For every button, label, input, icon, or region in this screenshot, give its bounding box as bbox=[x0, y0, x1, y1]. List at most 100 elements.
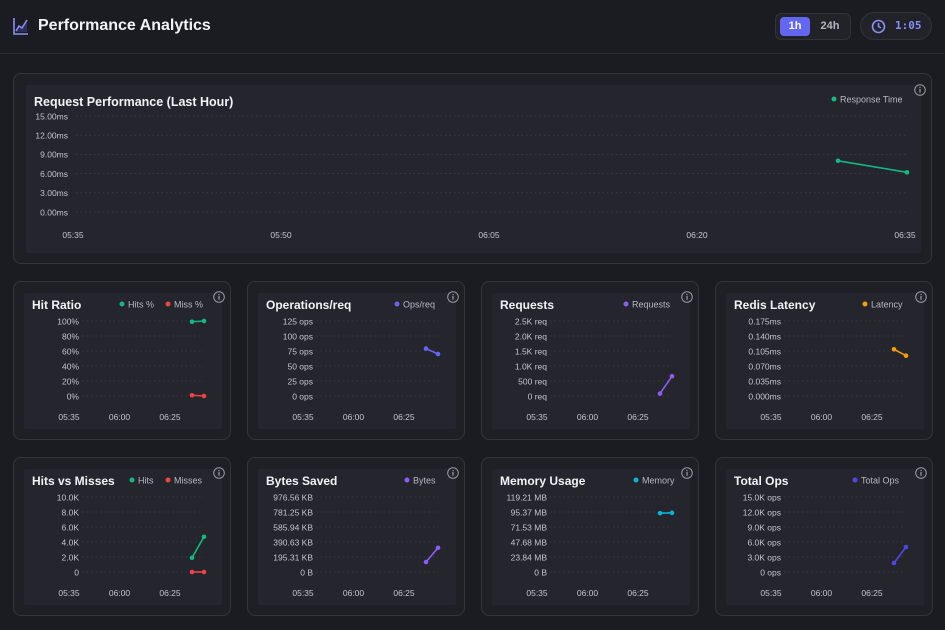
y-tick-label: 25 ops bbox=[287, 376, 313, 386]
y-tick-label: 20% bbox=[62, 376, 79, 386]
x-tick-label: 06:25 bbox=[159, 588, 181, 598]
y-tick-label: 0 B bbox=[534, 567, 547, 577]
info-icon[interactable] bbox=[681, 467, 693, 479]
chart-card-hit-ratio: Hit Ratio Miss % Hits % 100% 80% 60% 40% 20% 0% 0… bbox=[13, 281, 231, 440]
info-icon[interactable] bbox=[447, 291, 459, 303]
legend-dot-requests bbox=[623, 301, 629, 307]
clock-icon bbox=[871, 19, 886, 34]
legend-misses: Misses bbox=[174, 476, 203, 486]
y-tick-label: 781.25 KB bbox=[273, 507, 313, 517]
legend-hits: Hits % bbox=[128, 300, 154, 310]
info-icon[interactable] bbox=[213, 467, 225, 479]
y-tick-label: 6.0K bbox=[62, 522, 80, 532]
chart-panel: Operations/req Ops/req 125 ops 100 ops 75 op… bbox=[258, 293, 456, 429]
y-tick-label: 0.140ms bbox=[748, 331, 781, 341]
data-point-hits[interactable] bbox=[189, 555, 195, 561]
chart-panel: Memory Usage Memory 119.21 MB 95.37 MB 71.53… bbox=[492, 469, 690, 605]
series-line-requests bbox=[659, 375, 673, 395]
info-icon[interactable] bbox=[915, 467, 927, 479]
chart-title: Operations/req bbox=[266, 298, 351, 312]
data-point-bytes[interactable] bbox=[435, 545, 441, 551]
data-point-requests[interactable] bbox=[657, 391, 663, 396]
chart-card-requests: Requests Requests 2.5K req 2.0K req 1.5K req… bbox=[481, 281, 699, 440]
data-point-ops-req[interactable] bbox=[423, 346, 429, 351]
y-tick-label: 0 req bbox=[528, 391, 548, 401]
data-point-bytes[interactable] bbox=[423, 559, 429, 565]
chart-svg-ops-req: Operations/req Ops/req 125 ops 100 ops 75 op… bbox=[266, 298, 441, 422]
x-tick-label: 05:35 bbox=[292, 412, 314, 422]
x-tick-label: 05:35 bbox=[58, 588, 80, 598]
chart-title: Total Ops bbox=[734, 474, 789, 488]
y-tick-label: 0.000ms bbox=[748, 391, 781, 401]
data-point-misses[interactable] bbox=[201, 569, 207, 575]
data-point-memory[interactable] bbox=[669, 510, 675, 516]
legend-latency: Latency bbox=[871, 300, 903, 310]
info-icon[interactable] bbox=[915, 291, 927, 303]
y-tick-label: 195.31 KB bbox=[273, 552, 313, 562]
x-tick-label: 06:00 bbox=[109, 412, 131, 422]
data-point-hits[interactable] bbox=[201, 318, 207, 324]
y-tick-label: 0.00ms bbox=[40, 207, 68, 217]
page-title: Performance Analytics bbox=[38, 17, 211, 34]
y-tick-label: 0.035ms bbox=[748, 376, 781, 386]
y-tick-label: 9.00ms bbox=[40, 150, 68, 160]
y-tick-label: 50 ops bbox=[287, 361, 313, 371]
data-point-latency[interactable] bbox=[891, 346, 897, 352]
data-point-miss[interactable] bbox=[201, 393, 207, 399]
y-tick-label: 3.0K ops bbox=[747, 552, 781, 562]
legend-response-time: Response Time bbox=[840, 95, 903, 105]
x-tick-label: 06:25 bbox=[393, 588, 415, 598]
y-tick-label: 0.105ms bbox=[748, 346, 781, 356]
info-icon[interactable] bbox=[681, 291, 693, 303]
legend-requests: Requests bbox=[632, 300, 671, 310]
chart-svg-requests: Requests Requests 2.5K req 2.0K req 1.5K req… bbox=[500, 298, 675, 422]
chart-svg-redis-latency: Redis Latency Latency 0.175ms 0.140ms 0.105m… bbox=[734, 298, 909, 422]
x-tick-label: 06:25 bbox=[861, 588, 883, 598]
data-point-ops-req[interactable] bbox=[435, 351, 441, 357]
chart-card-main: Request Performance (Last Hour) Response … bbox=[13, 73, 932, 264]
chart-card-total-ops: Total Ops Total Ops 15.0K ops 12.0K ops 9.0K… bbox=[715, 457, 933, 616]
y-tick-label: 47.68 MB bbox=[511, 537, 548, 547]
data-point-hits[interactable] bbox=[201, 534, 207, 540]
y-tick-label: 0 B bbox=[300, 567, 313, 577]
legend-dot-response-time bbox=[831, 96, 837, 102]
chart-title: Hit Ratio bbox=[32, 298, 81, 312]
data-point-total-ops[interactable] bbox=[891, 560, 897, 566]
legend-dot-latency bbox=[862, 301, 868, 307]
y-tick-label: 2.0K req bbox=[515, 331, 547, 341]
x-tick-label: 06:00 bbox=[109, 588, 131, 598]
y-tick-label: 125 ops bbox=[283, 316, 313, 326]
chart-card-hits-misses: Hits vs Misses Misses Hits 10.0K 8.0K 6.0K 4.0… bbox=[13, 457, 231, 616]
chart-card-ops-req: Operations/req Ops/req 125 ops 100 ops 75 op… bbox=[247, 281, 465, 440]
chart-panel: Hits vs Misses Misses Hits 10.0K 8.0K 6.0K 4.0… bbox=[24, 469, 222, 605]
y-tick-label: 119.21 MB bbox=[507, 492, 548, 502]
y-tick-label: 0 bbox=[74, 567, 79, 577]
data-point-response-time[interactable] bbox=[904, 170, 910, 175]
data-point-requests[interactable] bbox=[669, 373, 675, 379]
refresh-timer[interactable]: 1:05 bbox=[860, 12, 932, 40]
data-point-response-time[interactable] bbox=[835, 158, 841, 164]
data-point-memory[interactable] bbox=[657, 510, 663, 516]
range-24h-button[interactable]: 24h bbox=[820, 20, 840, 32]
y-tick-label: 60% bbox=[62, 346, 79, 356]
data-point-total-ops[interactable] bbox=[903, 544, 909, 550]
range-1h-button[interactable]: 1h bbox=[780, 17, 810, 36]
data-point-miss[interactable] bbox=[189, 392, 195, 398]
chart-svg-bytes-saved: Bytes Saved Bytes 976.56 KB 781.25 KB 585.94… bbox=[266, 474, 441, 598]
y-tick-label: 100% bbox=[57, 316, 79, 326]
y-tick-label: 75 ops bbox=[287, 346, 313, 356]
legend-memory: Memory bbox=[642, 476, 675, 486]
info-icon[interactable] bbox=[213, 291, 225, 303]
chart-card-bytes-saved: Bytes Saved Bytes 976.56 KB 781.25 KB 585.94… bbox=[247, 457, 465, 616]
y-tick-label: 9.0K ops bbox=[747, 522, 781, 532]
data-point-hits[interactable] bbox=[189, 319, 195, 325]
x-tick-label: 06:00 bbox=[343, 588, 365, 598]
info-icon[interactable] bbox=[914, 84, 926, 96]
info-icon[interactable] bbox=[447, 467, 459, 479]
legend-dot-hits bbox=[119, 301, 125, 307]
data-point-misses[interactable] bbox=[189, 569, 195, 575]
chart-svg-hits-misses: Hits vs Misses Misses Hits 10.0K 8.0K 6.0K 4.0… bbox=[32, 474, 207, 598]
data-point-latency[interactable] bbox=[903, 353, 909, 359]
x-tick-label: 06:25 bbox=[393, 412, 415, 422]
y-tick-label: 976.56 KB bbox=[273, 492, 313, 502]
